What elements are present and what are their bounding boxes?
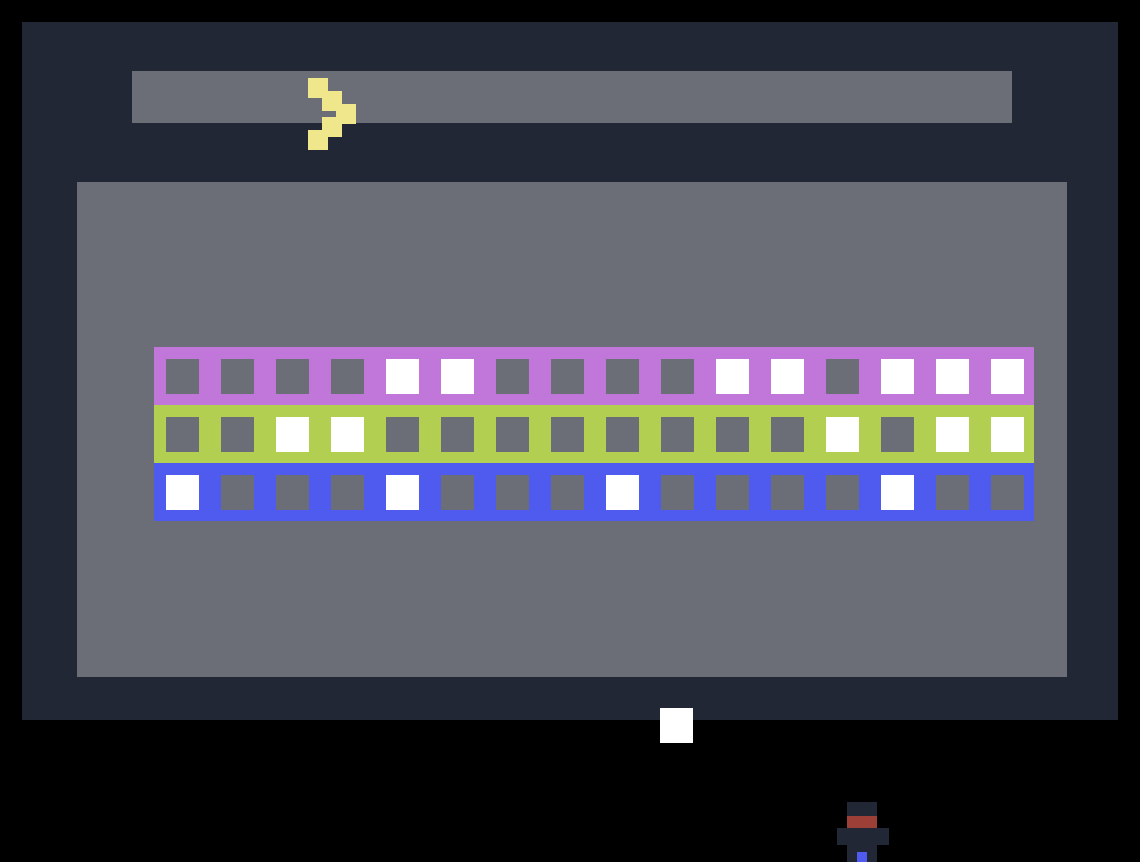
status-bar bbox=[132, 71, 1012, 150]
cell-blue-lane-13[interactable] bbox=[881, 474, 914, 510]
marker-bottom[interactable] bbox=[660, 708, 693, 743]
cell-green-lane-7[interactable] bbox=[551, 416, 584, 452]
cell-green-lane-3[interactable] bbox=[331, 416, 364, 452]
cell-blue-lane-2[interactable] bbox=[276, 474, 309, 510]
cell-blue-lane-8[interactable] bbox=[606, 474, 639, 510]
cell-blue-lane-9[interactable] bbox=[661, 474, 694, 510]
cell-purple-lane-11[interactable] bbox=[771, 358, 804, 394]
player-hat-crown-icon bbox=[847, 802, 877, 816]
play-panel bbox=[77, 182, 1067, 862]
player-avatar-icon[interactable] bbox=[837, 802, 889, 862]
player-hat-band-icon bbox=[847, 816, 877, 828]
cell-purple-lane-3[interactable] bbox=[331, 358, 364, 394]
cell-purple-lane-8[interactable] bbox=[606, 358, 639, 394]
cell-green-lane-5[interactable] bbox=[441, 416, 474, 452]
cell-purple-lane-13[interactable] bbox=[881, 358, 914, 394]
cell-purple-lane-6[interactable] bbox=[496, 358, 529, 394]
cell-green-lane-2[interactable] bbox=[276, 416, 309, 452]
player-leg-gap bbox=[857, 852, 867, 862]
cell-blue-lane-6[interactable] bbox=[496, 474, 529, 510]
green-lane[interactable] bbox=[154, 405, 1034, 463]
cell-blue-lane-1[interactable] bbox=[221, 474, 254, 510]
cell-purple-lane-2[interactable] bbox=[276, 358, 309, 394]
cell-green-lane-4[interactable] bbox=[386, 416, 419, 452]
player-right-leg-icon bbox=[867, 845, 877, 862]
player-arms-icon bbox=[837, 828, 889, 845]
chevron-right-icon bbox=[308, 130, 328, 150]
cell-green-lane-14[interactable] bbox=[936, 416, 969, 452]
player-left-leg-icon bbox=[847, 845, 857, 862]
cell-purple-lane-0[interactable] bbox=[166, 358, 199, 394]
cell-purple-lane-10[interactable] bbox=[716, 358, 749, 394]
cell-blue-lane-10[interactable] bbox=[716, 474, 749, 510]
cell-green-lane-0[interactable] bbox=[166, 416, 199, 452]
cell-blue-lane-15[interactable] bbox=[991, 474, 1024, 510]
cell-blue-lane-4[interactable] bbox=[386, 474, 419, 510]
cell-purple-lane-4[interactable] bbox=[386, 358, 419, 394]
cell-green-lane-6[interactable] bbox=[496, 416, 529, 452]
purple-lane[interactable] bbox=[154, 347, 1034, 405]
blue-lane[interactable] bbox=[154, 463, 1034, 521]
cell-green-lane-13[interactable] bbox=[881, 416, 914, 452]
game-root bbox=[22, 22, 1118, 862]
cell-blue-lane-11[interactable] bbox=[771, 474, 804, 510]
cell-purple-lane-14[interactable] bbox=[936, 358, 969, 394]
cell-blue-lane-12[interactable] bbox=[826, 474, 859, 510]
cell-green-lane-15[interactable] bbox=[991, 416, 1024, 452]
cell-green-lane-12[interactable] bbox=[826, 416, 859, 452]
cell-green-lane-10[interactable] bbox=[716, 416, 749, 452]
cell-blue-lane-3[interactable] bbox=[331, 474, 364, 510]
cell-blue-lane-0[interactable] bbox=[166, 474, 199, 510]
cell-purple-lane-7[interactable] bbox=[551, 358, 584, 394]
cell-blue-lane-7[interactable] bbox=[551, 474, 584, 510]
cell-blue-lane-5[interactable] bbox=[441, 474, 474, 510]
cell-blue-lane-14[interactable] bbox=[936, 474, 969, 510]
cell-purple-lane-9[interactable] bbox=[661, 358, 694, 394]
cell-green-lane-1[interactable] bbox=[221, 416, 254, 452]
cell-purple-lane-5[interactable] bbox=[441, 358, 474, 394]
cell-green-lane-9[interactable] bbox=[661, 416, 694, 452]
lane-stack bbox=[154, 347, 1034, 862]
cell-purple-lane-12[interactable] bbox=[826, 358, 859, 394]
cell-purple-lane-15[interactable] bbox=[991, 358, 1024, 394]
cell-green-lane-8[interactable] bbox=[606, 416, 639, 452]
cell-purple-lane-1[interactable] bbox=[221, 358, 254, 394]
cell-green-lane-11[interactable] bbox=[771, 416, 804, 452]
game-stage bbox=[22, 22, 1118, 862]
